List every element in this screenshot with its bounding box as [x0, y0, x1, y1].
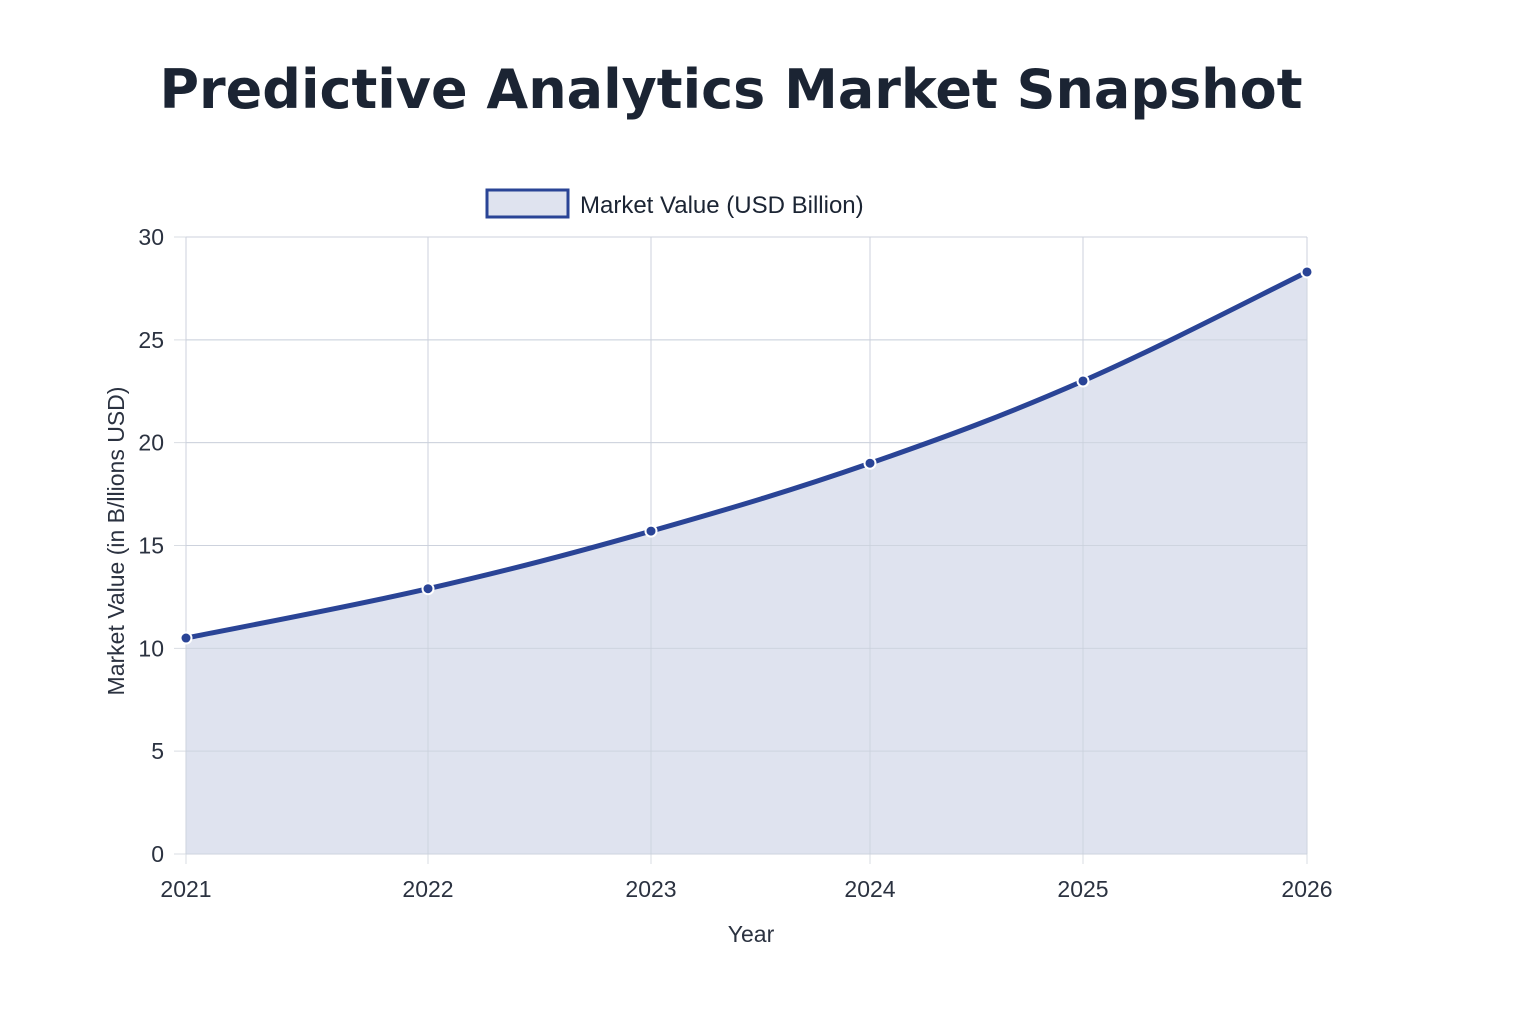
- legend: Market Value (USD Billion): [485, 188, 864, 219]
- x-tick-label: 2022: [402, 876, 453, 902]
- area-layer: [183, 236, 1310, 855]
- data-point: [1076, 374, 1090, 388]
- data-points: [179, 265, 1314, 645]
- y-tick-label: 5: [151, 738, 164, 764]
- data-point: [179, 631, 193, 645]
- area-fill: [186, 271, 1307, 854]
- series-line: [183, 269, 1310, 641]
- data-point: [644, 524, 658, 538]
- chart-title: Predictive Analytics Market Snapshot: [159, 58, 1303, 121]
- y-tick-label: 30: [138, 224, 164, 250]
- y-tick-label: 0: [151, 841, 164, 867]
- x-tick-label: 2026: [1281, 876, 1332, 902]
- legend-swatch: [485, 188, 570, 219]
- data-point: [1300, 265, 1314, 279]
- y-tick-label: 10: [138, 635, 164, 661]
- y-axis-title: Market Value (in B/llions USD): [103, 387, 129, 696]
- y-axis-ticks: 0 5 10 15 20 25 30: [138, 224, 164, 867]
- x-axis-title: Year: [728, 921, 775, 947]
- data-point: [421, 582, 435, 596]
- y-tick-label: 25: [138, 327, 164, 353]
- y-tick-label: 15: [138, 533, 164, 559]
- x-tick-label: 2025: [1057, 876, 1108, 902]
- x-tick-label: 2023: [625, 876, 676, 902]
- data-point: [863, 456, 877, 470]
- x-tick-label: 2024: [844, 876, 895, 902]
- x-tick-label: 2021: [160, 876, 211, 902]
- x-axis-ticks: 2021 2022 2023 2024 2025 2026: [160, 876, 1332, 902]
- legend-label: Market Value (USD Billion): [580, 192, 864, 219]
- y-tick-label: 20: [138, 430, 164, 456]
